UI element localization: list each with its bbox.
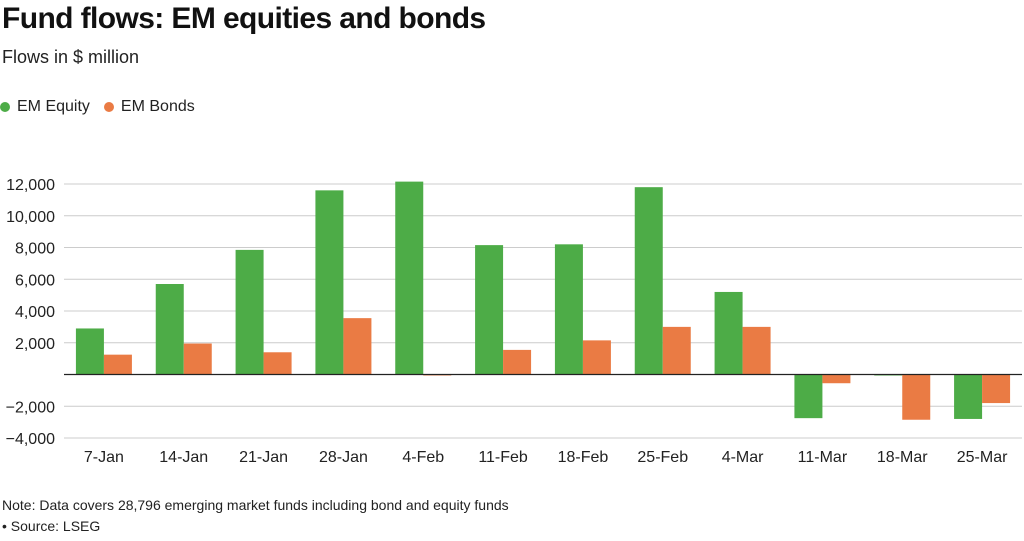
x-tick-label: 28-Jan <box>319 449 368 466</box>
chart-legend: EM Equity EM Bonds <box>0 98 209 116</box>
x-tick-label: 4-Feb <box>402 449 444 466</box>
bar-em-bonds <box>902 374 931 420</box>
bar-em-equity <box>634 187 663 375</box>
chart-subtitle: Flows in $ million <box>2 47 140 67</box>
bar-chart: −4,000 −2,000 2,000 4,000 6,000 8,000 10,000 12… <box>6 177 1022 466</box>
bar-em-bonds <box>662 326 691 375</box>
x-tick-label: 11-Feb <box>478 449 528 466</box>
bar-em-equity <box>714 291 743 375</box>
x-tick-label: 7-Jan <box>84 449 124 466</box>
bar-em-equity <box>475 245 504 375</box>
y-tick-label: −2,000 <box>6 399 55 416</box>
x-tick-label: 18-Feb <box>558 449 609 466</box>
y-tick-label: −4,000 <box>6 431 55 448</box>
y-tick-label: 10,000 <box>6 209 55 226</box>
source-note: • Source: LSEG <box>2 518 101 534</box>
bar-em-equity <box>75 328 104 375</box>
bar-em-bonds <box>263 352 292 375</box>
chart-title: Fund flows: EM equities and bonds <box>2 2 486 35</box>
legend-label-bonds: EM Bonds <box>120 98 195 115</box>
y-tick-label: 6,000 <box>15 272 55 289</box>
bar-em-equity <box>794 374 823 419</box>
bar-em-equity <box>155 284 184 375</box>
legend-label-equity: EM Equity <box>17 98 90 115</box>
x-tick-label: 4-Mar <box>722 449 764 466</box>
y-tick-label: 2,000 <box>15 336 55 353</box>
bar-em-equity <box>954 374 983 419</box>
y-tick-label: 4,000 <box>15 304 55 321</box>
legend-item-equity: EM Equity <box>0 98 90 116</box>
bar-em-bonds <box>982 374 1011 404</box>
legend-swatch-bonds <box>103 102 114 112</box>
bar-em-bonds <box>742 326 771 375</box>
bar-em-bonds <box>822 374 851 384</box>
x-tick-label: 11-Mar <box>798 449 848 466</box>
legend-swatch-equity <box>0 102 10 112</box>
bar-em-bonds <box>183 343 212 375</box>
legend-item-bonds: EM Bonds <box>103 98 195 116</box>
bar-em-bonds <box>103 354 132 375</box>
x-tick-label: 25-Mar <box>957 449 1008 466</box>
y-tick-label: 8,000 <box>15 241 55 258</box>
x-tick-label: 14-Jan <box>159 449 208 466</box>
bar-em-equity <box>315 190 344 375</box>
x-tick-label: 25-Feb <box>637 449 688 466</box>
bar-em-bonds <box>343 318 372 375</box>
x-tick-label: 18-Mar <box>877 449 928 466</box>
bar-em-bonds <box>503 349 532 375</box>
x-tick-label: 21-Jan <box>239 449 288 466</box>
bar-em-equity <box>395 181 424 375</box>
y-tick-label: 12,000 <box>6 177 55 194</box>
bar-em-equity <box>235 249 264 375</box>
footnote: Note: Data covers 28,796 emerging market… <box>2 497 509 513</box>
bar-em-equity <box>554 244 583 375</box>
bar-em-bonds <box>582 340 611 375</box>
